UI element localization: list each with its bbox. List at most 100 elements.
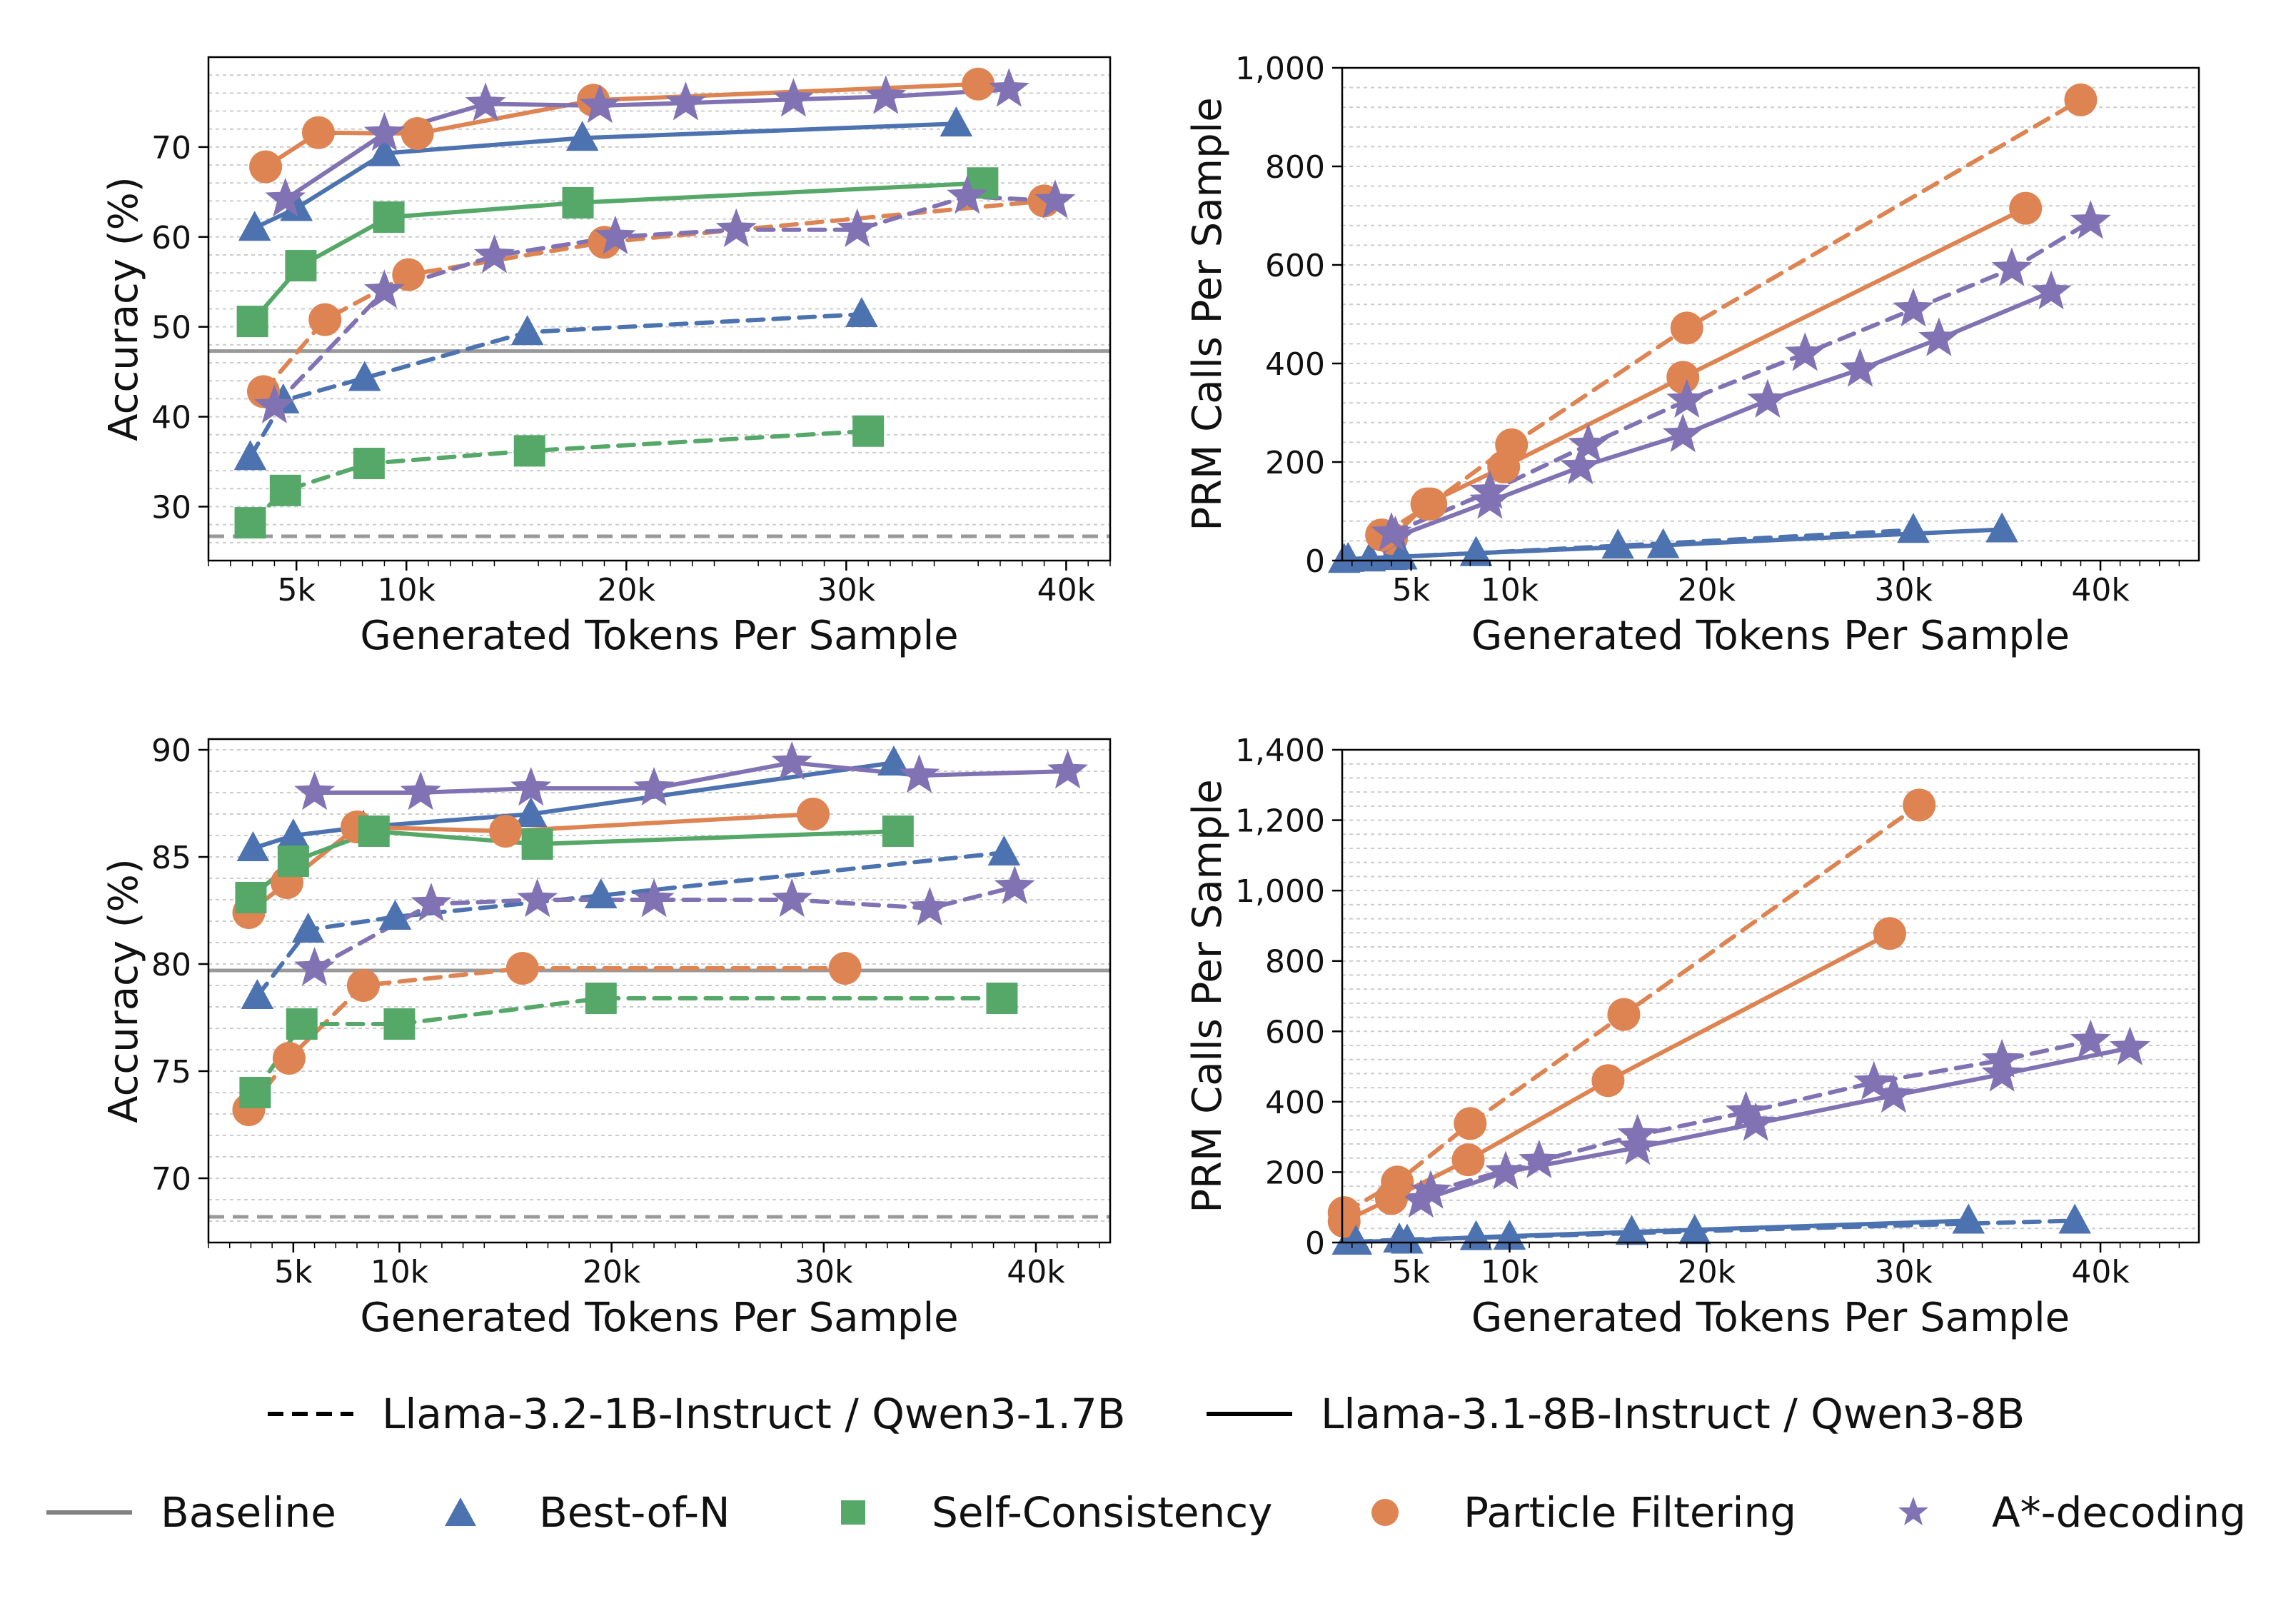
data-point-self_consistency-solid	[235, 882, 267, 913]
data-point-particle_filtering-dashed	[346, 969, 380, 1002]
data-point-self_consistency-dashed	[239, 1077, 271, 1108]
chart-top-left-accuracy: 5k 10k 20k 30k 40k 30 40 50 60 70 Generated Tokens…	[101, 56, 1112, 659]
data-point-best_of_n-dashed	[2058, 1203, 2092, 1234]
data-point-a_star-solid	[1918, 317, 1960, 356]
data-point-self_consistency-dashed	[513, 435, 545, 467]
legend-label-self-consistency: Self-Consistency	[932, 1488, 1273, 1537]
data-point-a_star-dashed	[1991, 247, 2033, 286]
chart-bottom-left-accuracy: 5k 10k 20k 30k 40k 70 75 80 85 90 Generated Tokens…	[101, 733, 1112, 1341]
data-point-particle_filtering-solid	[962, 67, 995, 101]
data-point-particle_filtering-solid	[489, 815, 523, 848]
y-axis-label: Accuracy (%)	[101, 858, 147, 1123]
data-point-best_of_n-dashed	[510, 315, 544, 346]
y-tick-label: 75	[151, 1054, 191, 1090]
y-tick-label: 0	[1305, 1225, 1325, 1262]
data-point-best_of_n-solid	[877, 746, 910, 776]
data-point-a_star-solid	[1747, 378, 1788, 418]
data-point-a_star-solid	[899, 754, 940, 793]
data-point-a_star-solid	[2030, 270, 2072, 310]
data-point-particle_filtering-dashed	[2064, 83, 2098, 116]
x-tick-label: 5k	[277, 572, 316, 608]
data-point-a_star-dashed	[1726, 1090, 1766, 1130]
data-point-a_star-dashed	[715, 208, 757, 247]
data-point-best_of_n-dashed	[1601, 528, 1635, 559]
data-point-self_consistency-dashed	[585, 983, 617, 1014]
data-point-a_star-solid	[1617, 1125, 1658, 1165]
data-point-a_star-dashed	[517, 878, 558, 918]
y-tick-label: 800	[1265, 944, 1325, 980]
legend-methods: Baseline Best-of-N Self-Consistency Part…	[0, 1470, 2296, 1555]
x-tick-label: 40k	[2071, 1254, 2130, 1290]
y-tick-label: 60	[151, 220, 191, 256]
series-line-best_of_n-dashed	[248, 312, 864, 460]
legend-item-dashed: Llama-3.2-1B-Instruct / Qwen3-1.7B	[268, 1371, 1126, 1457]
series-line-self_consistency-dashed	[248, 428, 871, 526]
data-point-best_of_n-dashed	[845, 297, 878, 328]
data-point-particle_filtering-solid	[249, 150, 283, 184]
x-tick-label: 10k	[1481, 572, 1539, 608]
data-point-a_star-dashed	[1034, 179, 1076, 219]
data-point-self_consistency-dashed	[269, 474, 301, 506]
data-point-self_consistency-dashed	[852, 415, 885, 447]
data-point-self_consistency-dashed	[234, 507, 266, 539]
data-point-self_consistency-dashed	[286, 1008, 318, 1040]
data-point-particle_filtering-dashed	[505, 952, 539, 985]
chart-bottom-right-prm-calls: 5k 10k 20k 30k 40k 0 200 400 600 800 1,000 1,200 1,4…	[1184, 733, 2200, 1341]
data-point-a_star-solid	[465, 82, 506, 121]
data-point-best_of_n-dashed	[584, 878, 618, 908]
data-point-a_star-dashed	[1519, 1139, 1560, 1178]
x-axis-label: Generated Tokens Per Sample	[360, 613, 958, 659]
x-axis-label: Generated Tokens Per Sample	[1471, 1295, 2070, 1341]
data-point-self_consistency-solid	[285, 250, 317, 282]
data-point-best_of_n-dashed	[241, 979, 274, 1009]
data-point-self_consistency-solid	[277, 845, 309, 877]
data-point-best_of_n-dashed	[378, 900, 412, 930]
data-point-a_star-solid	[2109, 1026, 2150, 1065]
data-point-a_star-dashed	[1371, 512, 1412, 551]
data-point-self_consistency-solid	[562, 186, 594, 219]
y-tick-label: 1,000	[1235, 873, 1325, 910]
x-tick-label: 20k	[1678, 1254, 1736, 1290]
y-tick-label: 400	[1265, 346, 1325, 383]
y-tick-label: 400	[1265, 1085, 1325, 1121]
data-point-a_star-dashed	[2070, 1019, 2111, 1058]
series-line-a_star-dashed	[1389, 219, 2093, 536]
data-point-best_of_n-solid	[1985, 512, 2018, 543]
series-line-self_consistency-solid	[248, 829, 900, 900]
data-point-best_of_n-solid	[514, 797, 548, 827]
x-tick-label: 5k	[1392, 1254, 1431, 1290]
x-tick-label: 10k	[378, 572, 436, 608]
data-point-particle_filtering-solid	[302, 116, 336, 149]
data-point-a_star-solid	[1400, 1178, 1441, 1218]
y-tick-label: 600	[1265, 248, 1325, 284]
legend-label-best-of-n: Best-of-N	[539, 1488, 730, 1537]
x-tick-label: 30k	[817, 572, 876, 608]
series-line-particle_filtering-dashed	[246, 966, 847, 1112]
x-tick-label: 20k	[598, 572, 656, 608]
data-point-particle_filtering-solid	[1666, 361, 1700, 394]
data-point-a_star-dashed	[909, 887, 950, 926]
data-point-best_of_n-solid	[277, 818, 310, 848]
data-point-a_star-solid	[1840, 348, 1880, 387]
data-point-a_star-dashed	[1469, 470, 1511, 509]
x-tick-label: 5k	[274, 1254, 313, 1290]
data-point-particle_filtering-solid	[1451, 1143, 1485, 1177]
data-point-particle_filtering-solid	[401, 117, 434, 151]
plot-frame	[207, 738, 1112, 1244]
data-point-a_star-solid	[665, 81, 706, 121]
dashed-line-swatch	[268, 1412, 353, 1416]
data-point-particle_filtering-dashed	[1607, 998, 1641, 1031]
y-tick-label: 40	[151, 400, 191, 436]
data-point-self_consistency-solid	[521, 828, 553, 860]
data-point-best_of_n-dashed	[291, 913, 325, 943]
legend-item-solid: Llama-3.1-8B-Instruct / Qwen3-8B	[1207, 1371, 2025, 1457]
data-point-self_consistency-dashed	[383, 1008, 416, 1040]
data-point-a_star-solid	[1047, 750, 1089, 789]
data-point-a_star-solid	[633, 767, 675, 806]
data-point-a_star-solid	[363, 112, 405, 151]
x-tick-label: 30k	[1874, 572, 1933, 608]
y-tick-label: 200	[1265, 1155, 1325, 1191]
legend-item-self-consistency: Self-Consistency	[835, 1470, 1272, 1555]
data-point-a_star-dashed	[294, 947, 336, 986]
